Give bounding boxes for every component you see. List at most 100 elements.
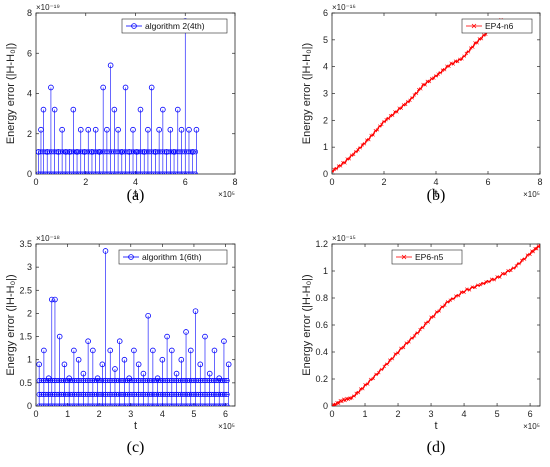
y-tick-label: 1 xyxy=(323,266,328,276)
stem-marker xyxy=(116,338,123,345)
baseline-marker xyxy=(148,171,154,174)
x-tick-label: 2 xyxy=(83,177,88,187)
x-tick-label: 8 xyxy=(537,177,542,187)
series-marker xyxy=(522,257,527,261)
y-tick-label: 2 xyxy=(323,115,328,125)
series-marker xyxy=(528,252,532,257)
baseline-marker xyxy=(190,171,196,174)
plot-area xyxy=(332,17,503,174)
series-marker xyxy=(470,285,475,289)
baseline-marker xyxy=(222,377,228,384)
series-marker xyxy=(343,161,347,165)
series-marker xyxy=(361,387,365,391)
y-tick-label: 3 xyxy=(323,89,328,99)
y-tick-label: 0.5 xyxy=(19,378,32,388)
baseline-marker xyxy=(106,171,112,174)
stem-marker xyxy=(135,361,142,368)
y-tick-label: 0 xyxy=(323,401,328,411)
y-exponent: ×10⁻¹⁶ xyxy=(332,3,356,12)
y-tick-label: 1 xyxy=(323,142,328,152)
plot-area xyxy=(36,248,232,406)
y-tick-label: 3 xyxy=(27,262,32,272)
series-marker xyxy=(354,391,358,396)
stem-marker xyxy=(141,149,148,155)
series-marker xyxy=(473,285,477,290)
x-tick-label: 6 xyxy=(485,177,490,187)
x-exponent: ×10⁵ xyxy=(523,422,540,431)
series-marker xyxy=(451,62,456,66)
panel-a: 0 2 4 6 8 0 2 4 6 8 ×10⁻¹⁹ ×10⁵ t Energy error (|H-H₀… xyxy=(5,3,238,204)
baseline-marker xyxy=(91,171,97,174)
baseline-marker xyxy=(86,171,92,174)
series-marker xyxy=(407,340,411,344)
stem-marker xyxy=(100,84,106,91)
stem-marker xyxy=(48,296,55,303)
stem-marker xyxy=(111,106,118,113)
legend-marker xyxy=(471,23,477,29)
series-marker xyxy=(379,367,384,372)
series-marker xyxy=(466,50,471,54)
x-tick-label: 2 xyxy=(381,177,386,187)
series-marker xyxy=(426,320,431,324)
stem-marker xyxy=(80,370,87,377)
stem-marker xyxy=(150,347,156,354)
series-marker xyxy=(449,61,453,65)
stem-marker xyxy=(52,296,58,303)
series-marker xyxy=(437,309,442,313)
series-marker xyxy=(384,117,388,122)
baseline-marker xyxy=(150,171,157,174)
y-axis-label: Energy error (|H-H₀|) xyxy=(301,274,313,375)
series-marker xyxy=(385,362,389,366)
baseline-marker xyxy=(124,171,130,174)
y-axis-label: Energy error (|H-H₀|) xyxy=(5,43,17,144)
stem-marker xyxy=(202,333,208,340)
series-marker xyxy=(432,314,436,319)
x-tick-label: 5 xyxy=(191,409,196,419)
y-tick-label: 6 xyxy=(323,8,328,18)
stem-marker xyxy=(178,356,185,363)
stem-marker xyxy=(206,370,213,377)
stem-marker xyxy=(107,62,114,69)
series-marker xyxy=(371,133,375,137)
baseline-marker xyxy=(71,171,77,174)
legend-box xyxy=(121,18,228,34)
series-marker xyxy=(462,290,466,294)
stem-marker xyxy=(66,375,72,382)
series-marker xyxy=(536,244,540,248)
baseline-marker xyxy=(100,171,106,174)
stem-marker xyxy=(169,347,175,354)
series-marker xyxy=(500,271,505,276)
stem-marker xyxy=(104,126,110,133)
stem-marker xyxy=(99,361,106,368)
series-marker xyxy=(468,46,473,50)
stem-marker xyxy=(148,84,155,91)
stem-marker xyxy=(197,361,204,368)
series-marker xyxy=(442,67,447,72)
baseline-marker xyxy=(82,171,88,174)
series-marker xyxy=(440,305,444,309)
series-marker xyxy=(351,152,356,157)
series-marker xyxy=(498,275,502,279)
y-tick-label: 0.8 xyxy=(315,293,328,303)
series-marker xyxy=(465,287,469,291)
stem-marker xyxy=(41,347,47,354)
baseline-marker xyxy=(133,171,139,174)
stem-marker xyxy=(126,149,133,155)
series-marker xyxy=(479,36,484,41)
baseline-marker xyxy=(157,171,163,174)
stem-marker xyxy=(45,375,52,382)
stem-marker xyxy=(56,333,63,340)
y-axis-label: Energy error (|H-H₀|) xyxy=(5,274,17,375)
x-tick-label: 6 xyxy=(223,409,228,419)
series-marker xyxy=(415,331,420,335)
series-marker xyxy=(462,54,466,58)
y-tick-label: 0.2 xyxy=(315,374,328,384)
series-marker xyxy=(448,298,453,302)
stem-marker xyxy=(189,149,196,155)
series-marker xyxy=(375,128,380,132)
stem-marker xyxy=(126,375,132,382)
stem-marker xyxy=(211,347,218,354)
x-tick-label: 0 xyxy=(329,177,334,187)
stem-marker xyxy=(96,149,103,155)
stem-marker xyxy=(130,126,136,133)
